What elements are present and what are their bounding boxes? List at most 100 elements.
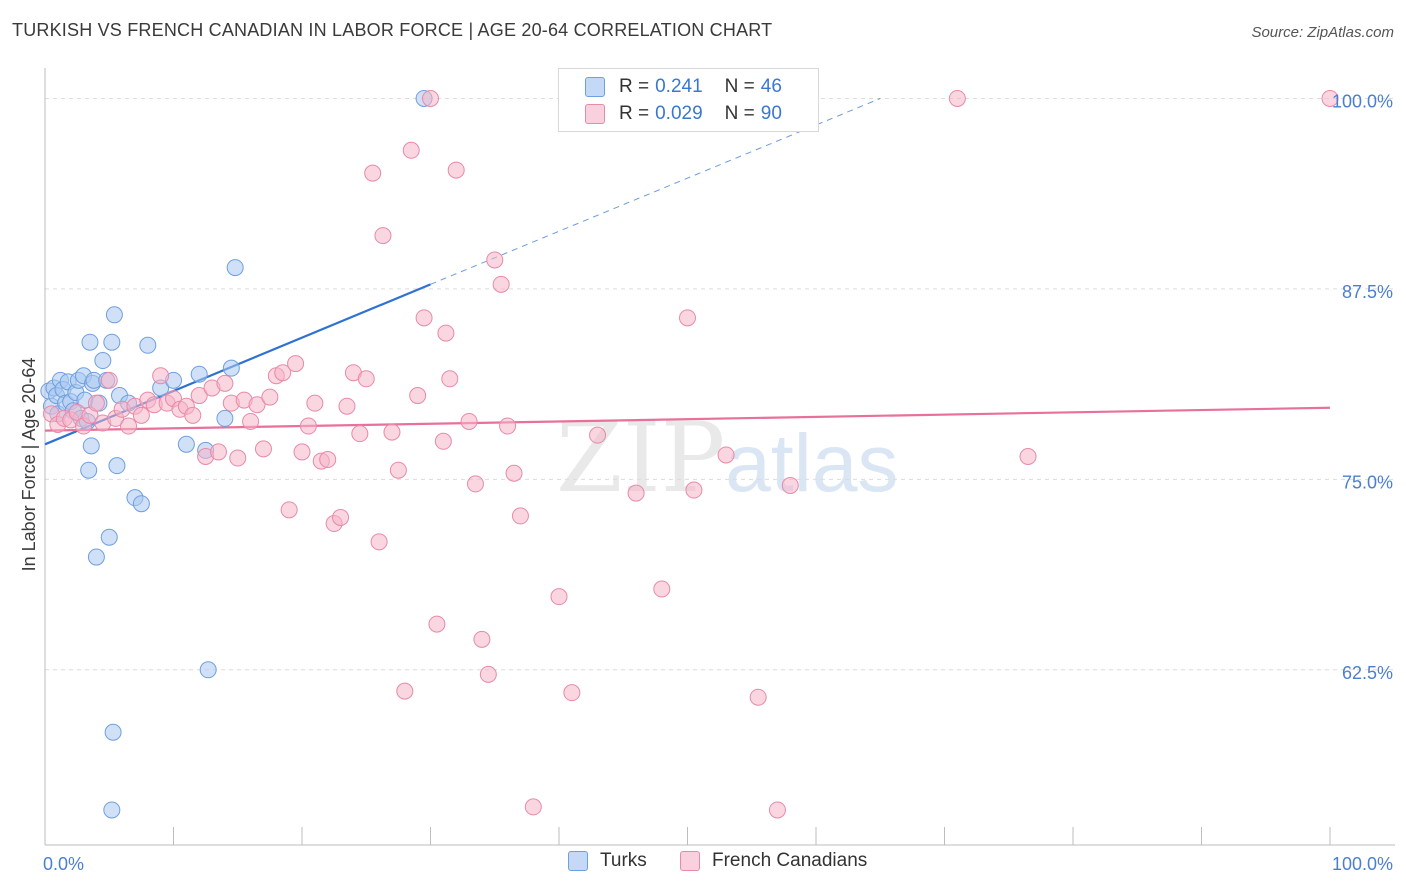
y-tick-label: 100.0% (1332, 91, 1393, 111)
data-point (428, 615, 446, 633)
data-point (332, 508, 350, 526)
data-point (216, 409, 234, 427)
legend-n-value: 46 (760, 76, 782, 97)
data-point (434, 432, 452, 450)
data-point (100, 371, 118, 389)
y-tick-label: 75.0% (1342, 472, 1393, 492)
legend-r-value: 0.241 (655, 76, 703, 97)
x-tick-label: 100.0% (1332, 854, 1393, 874)
data-point (447, 161, 465, 179)
data-point (1321, 89, 1339, 107)
data-point (82, 437, 100, 455)
data-point (139, 336, 157, 354)
data-point (466, 475, 484, 493)
data-point (351, 425, 369, 443)
legend-swatch-french-canadians (680, 851, 700, 871)
legend-r-value: 0.029 (655, 103, 703, 124)
data-point (152, 367, 170, 385)
data-point (749, 688, 767, 706)
legend-r-label: R = (619, 103, 650, 124)
data-point (120, 417, 138, 435)
legend-item-turks[interactable]: Turks (568, 850, 647, 872)
data-point (402, 141, 420, 159)
data-point (679, 309, 696, 327)
data-point (222, 359, 240, 377)
data-point (287, 355, 305, 373)
legend-n-value: 90 (760, 103, 782, 124)
data-point (242, 412, 260, 430)
trend-line-extension (430, 98, 881, 285)
data-point (338, 397, 356, 415)
data-point (563, 684, 581, 702)
data-point (261, 388, 279, 406)
data-point (229, 449, 247, 467)
data-point (87, 394, 105, 412)
data-point (280, 501, 298, 519)
y-axis-label: In Labor Force | Age 20-64 (19, 358, 39, 572)
data-point (389, 461, 407, 479)
data-point (132, 495, 150, 513)
data-point (80, 461, 98, 479)
data-point (132, 406, 150, 424)
data-point (374, 227, 392, 245)
chart-source: Source: ZipAtlas.com (1251, 24, 1394, 41)
chart-title: TURKISH VS FRENCH CANADIAN IN LABOR FORC… (12, 20, 773, 40)
data-point (190, 387, 208, 405)
axes (44, 68, 1395, 846)
data-point (486, 251, 504, 269)
data-point (100, 528, 118, 546)
data-points (40, 89, 1339, 819)
legend-row-french-canadians: R = 0.029 N = 90 (585, 101, 782, 127)
data-point (499, 417, 517, 435)
data-point (685, 481, 703, 499)
legend-item-french-canadians[interactable]: French Canadians (680, 850, 867, 872)
trend-line (44, 406, 1331, 432)
data-point (717, 446, 735, 464)
data-point (357, 370, 375, 388)
data-point (293, 443, 311, 461)
data-point (437, 324, 455, 342)
data-point (108, 457, 126, 475)
series-french-canadians (42, 89, 1339, 819)
data-point (319, 451, 337, 469)
y-tick-label: 87.5% (1342, 282, 1393, 302)
data-point (422, 89, 439, 107)
data-point (1019, 448, 1037, 465)
series-legend: Turks French Canadians (0, 850, 1406, 880)
legend-r-label: R = (619, 76, 650, 97)
data-point (511, 507, 529, 525)
data-point (370, 533, 388, 551)
data-point (248, 396, 266, 414)
data-point (216, 374, 234, 392)
x-tick-label: 0.0% (43, 854, 84, 874)
data-point (948, 89, 966, 107)
data-point (103, 801, 121, 819)
correlation-legend: R = 0.241 N = 46 R = 0.029 N = 90 (558, 68, 819, 132)
data-point (653, 580, 671, 598)
data-point (254, 440, 272, 458)
data-point (781, 476, 799, 494)
data-point (768, 801, 786, 819)
data-point (524, 798, 542, 816)
data-point (105, 306, 123, 324)
data-point (199, 661, 217, 679)
legend-swatch-turks (585, 77, 605, 97)
data-point (306, 394, 324, 412)
data-point (460, 412, 478, 430)
data-point (103, 333, 121, 351)
data-point (383, 423, 401, 441)
data-point (627, 484, 645, 502)
legend-label-french-canadians: French Canadians (712, 850, 868, 871)
data-point (274, 364, 292, 382)
legend-swatch-turks (568, 851, 588, 871)
axis-labels: 62.5% 75.0% 87.5% 100.0% 0.0% 100.0% In Labor … (19, 91, 1393, 874)
data-point (492, 275, 510, 293)
watermark-atlas: atlas (725, 418, 899, 509)
data-point (104, 723, 122, 741)
data-point (589, 426, 607, 444)
data-point (87, 548, 105, 566)
data-point (190, 365, 208, 383)
legend-n-label: N = (724, 76, 755, 97)
legend-swatch-french-canadians (585, 104, 605, 124)
legend-n-label: N = (724, 103, 755, 124)
